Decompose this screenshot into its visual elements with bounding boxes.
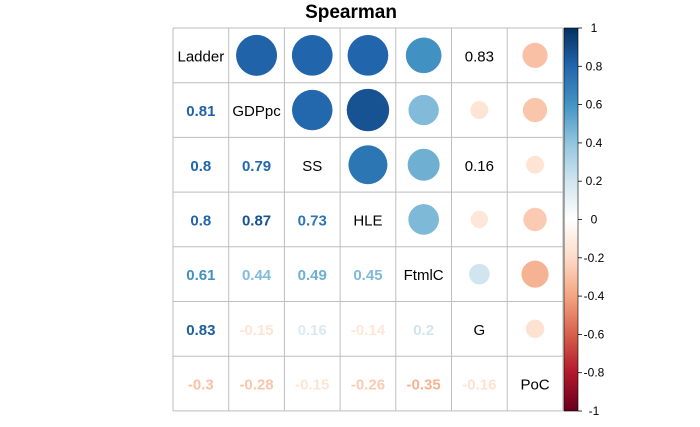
corr-circle-gdppc-g — [470, 101, 489, 120]
corr-circle-ss-poc — [526, 155, 545, 174]
corr-circle-hle-ftmlc — [408, 204, 439, 235]
corr-circle-hle-g — [470, 210, 489, 229]
corr-value-g-ftmlc: 0.2 — [413, 322, 434, 339]
variable-label-gdppc: GDPpc — [232, 103, 281, 120]
variable-label-poc: PoC — [520, 377, 549, 394]
corr-value-hle-gdppc: 0.87 — [242, 212, 271, 229]
corr-value-poc-gdppc: -0.28 — [239, 377, 273, 394]
corr-value-hle-ladder: 0.8 — [190, 212, 211, 229]
corr-circle-gdppc-poc — [522, 97, 548, 123]
corr-circle-ladder-gdppc — [236, 34, 278, 76]
corr-circle-ftmlc-poc — [521, 260, 549, 288]
variable-label-ss: SS — [302, 158, 322, 175]
colorbar-gradient — [563, 27, 579, 412]
chart-title: Spearman — [305, 2, 397, 23]
colorbar: 1 0.8 0.6 0.4 0.2 0 -0.2 -0.4 -0.6 -0.8 -1 — [563, 21, 605, 418]
colorbar-tick-label: 0.6 — [586, 98, 603, 112]
colorbar-tick-label: 1 — [591, 21, 598, 35]
corr-value-hle-ss: 0.73 — [298, 212, 327, 229]
colorbar-tick-label: -0.8 — [584, 366, 605, 380]
colorbar-tick-label: 0.8 — [586, 59, 603, 73]
corr-circle-gdppc-ftmlc — [408, 94, 439, 126]
correlation-matrix: Ladder 0.83 0.81 GDPpc 0.8 0.79 SS 0.16 0.8 0.87 0… — [172, 27, 564, 412]
corr-circle-ss-ftmlc — [407, 148, 440, 181]
colorbar-tick-label: 0.4 — [586, 136, 603, 150]
colorbar-tick-label: 0 — [591, 213, 598, 227]
colorbar-tick-label: -0.6 — [584, 327, 605, 341]
corr-value-poc-ss: -0.15 — [295, 377, 329, 394]
corr-value-g-ss: 0.16 — [298, 322, 327, 339]
corr-value-ss-ladder: 0.8 — [190, 158, 211, 175]
variable-label-g: G — [474, 322, 486, 339]
corr-circle-ladder-ftmlc — [405, 37, 442, 74]
corr-circle-ladder-poc — [522, 42, 548, 68]
corr-circle-ladder-ss — [291, 34, 333, 76]
corr-value-poc-ftmlc: -0.35 — [407, 377, 441, 394]
corr-value-g-hle: -0.14 — [351, 322, 386, 339]
variable-label-ladder: Ladder — [177, 48, 224, 65]
variable-label-hle: HLE — [353, 212, 382, 229]
corr-value-ftmlc-ladder: 0.61 — [186, 267, 215, 284]
colorbar-tick-label: -0.4 — [584, 289, 605, 303]
corr-value-poc-hle: -0.26 — [351, 377, 385, 394]
corr-value-ss-g: 0.16 — [465, 158, 494, 175]
corr-circle-ftmlc-g — [469, 263, 490, 285]
colorbar-tick-label: -0.2 — [584, 251, 605, 265]
corr-value-ss-gdppc: 0.79 — [242, 158, 271, 175]
colorbar-tick-label: 0.2 — [586, 174, 603, 188]
corr-circle-gdppc-ss — [292, 89, 333, 131]
corr-value-gdppc-ladder: 0.81 — [186, 103, 215, 120]
corr-circle-g-poc — [525, 319, 545, 339]
corr-circle-ladder-hle — [347, 34, 389, 76]
corr-value-ftmlc-hle: 0.45 — [353, 267, 382, 284]
corr-value-ladder-g: 0.83 — [465, 48, 494, 65]
corr-value-ftmlc-gdppc: 0.44 — [242, 267, 272, 284]
corr-circle-ss-hle — [348, 145, 388, 185]
corr-value-g-ladder: 0.83 — [186, 322, 215, 339]
corr-value-poc-g: -0.16 — [462, 377, 496, 394]
variable-label-ftmlc: FtmlC — [404, 267, 444, 284]
corr-value-ftmlc-ss: 0.49 — [298, 267, 327, 284]
corr-value-g-gdppc: -0.15 — [239, 322, 273, 339]
corr-circle-gdppc-hle — [346, 88, 390, 132]
corr-value-poc-ladder: -0.3 — [188, 377, 214, 394]
colorbar-tick-label: -1 — [589, 404, 600, 418]
corr-circle-hle-poc — [523, 207, 547, 232]
